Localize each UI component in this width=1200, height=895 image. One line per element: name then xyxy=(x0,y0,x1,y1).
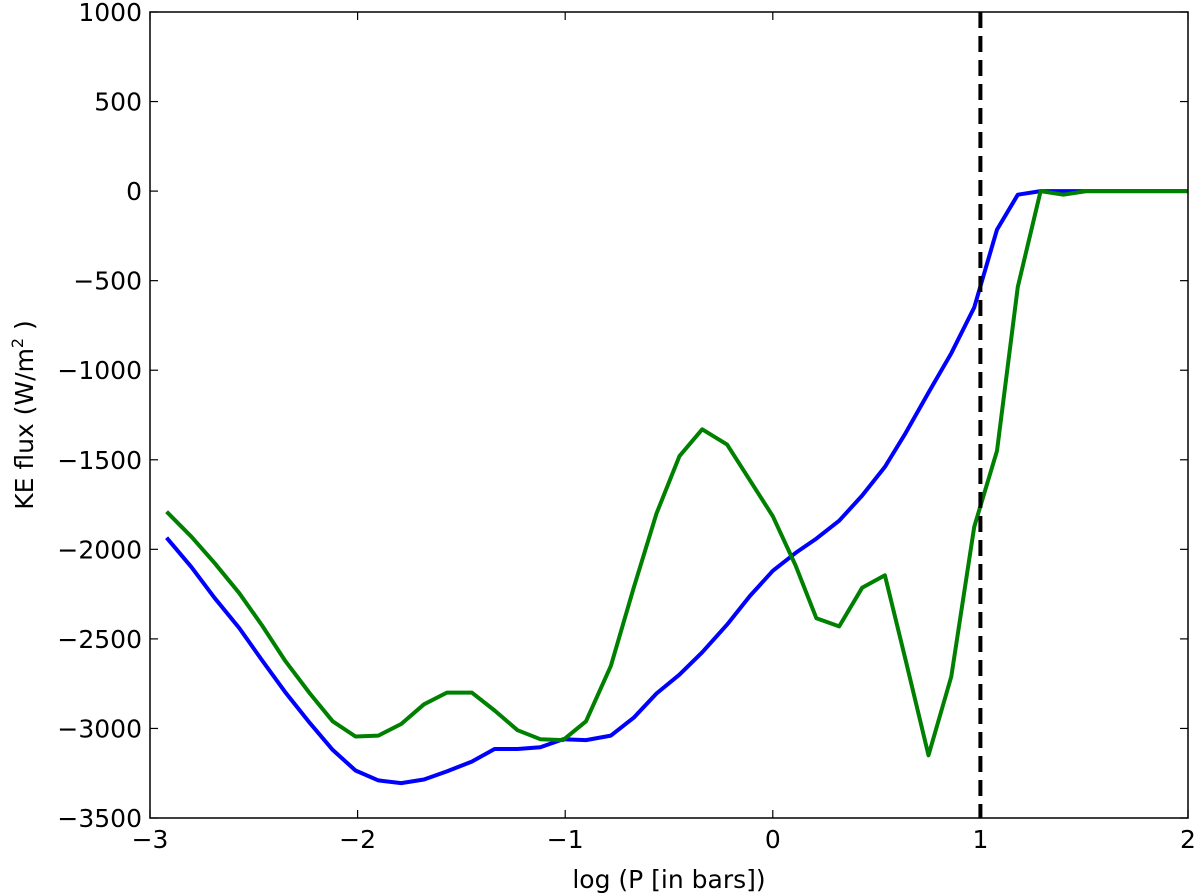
y-axis-label-superscript: 2 xyxy=(8,338,27,348)
tick-labels: −3 −2 −1 0 1 2 1000 500 0 −500 −1000 −1500 −2000 −250… xyxy=(57,0,1196,854)
y-axis-label-main: KE flux (W/m xyxy=(10,348,39,510)
y-tick-label: −500 xyxy=(73,267,142,296)
y-tick-label: 1000 xyxy=(78,0,142,27)
y-tick-label: −2500 xyxy=(57,625,142,654)
plot-lines xyxy=(165,12,1188,818)
x-tick-label: −2 xyxy=(339,825,376,854)
y-tick-label: −1000 xyxy=(57,356,142,385)
series-line-blue xyxy=(165,189,1188,786)
y-tick-label: 500 xyxy=(94,88,142,117)
x-tick-label: 1 xyxy=(972,825,988,854)
plot-frame xyxy=(149,11,1189,819)
x-axis-label: log (P [in bars]) xyxy=(572,865,765,894)
x-tick-label: −1 xyxy=(547,825,584,854)
y-tick-label: −1500 xyxy=(57,446,142,475)
y-axis-label: KE flux (W/m2 ) xyxy=(8,320,39,510)
y-tick-label: 0 xyxy=(126,177,142,206)
y-tick-label: −2000 xyxy=(57,535,142,564)
y-axis-label-end: ) xyxy=(10,320,39,338)
series-line-green xyxy=(165,189,1188,758)
x-tick-label: −3 xyxy=(132,825,169,854)
axis-ticks xyxy=(149,11,1189,819)
y-tick-label: −3500 xyxy=(57,804,142,833)
x-tick-label: 0 xyxy=(765,825,781,854)
x-tick-label: 2 xyxy=(1180,825,1196,854)
y-tick-label: −3000 xyxy=(57,714,142,743)
